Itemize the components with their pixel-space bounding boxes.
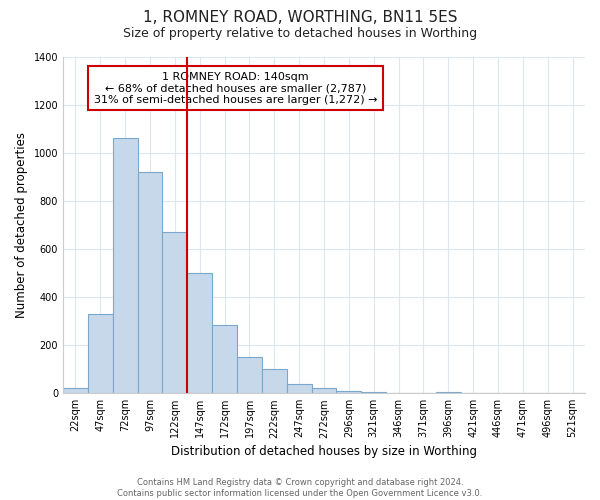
Bar bbox=[262, 369, 287, 393]
Y-axis label: Number of detached properties: Number of detached properties bbox=[15, 132, 28, 318]
Bar bbox=[361, 392, 386, 393]
Bar bbox=[237, 357, 262, 393]
Bar bbox=[212, 324, 237, 393]
Bar bbox=[163, 232, 187, 393]
Text: 1 ROMNEY ROAD: 140sqm
← 68% of detached houses are smaller (2,787)
31% of semi-d: 1 ROMNEY ROAD: 140sqm ← 68% of detached … bbox=[94, 72, 377, 105]
Bar bbox=[113, 138, 137, 393]
Bar bbox=[187, 273, 212, 393]
Text: Size of property relative to detached houses in Worthing: Size of property relative to detached ho… bbox=[123, 28, 477, 40]
X-axis label: Distribution of detached houses by size in Worthing: Distribution of detached houses by size … bbox=[171, 444, 477, 458]
Bar bbox=[287, 384, 311, 393]
Bar bbox=[63, 388, 88, 393]
Bar bbox=[436, 392, 461, 393]
Bar bbox=[88, 314, 113, 393]
Bar bbox=[311, 388, 337, 393]
Text: 1, ROMNEY ROAD, WORTHING, BN11 5ES: 1, ROMNEY ROAD, WORTHING, BN11 5ES bbox=[143, 10, 457, 25]
Bar bbox=[137, 172, 163, 393]
Text: Contains HM Land Registry data © Crown copyright and database right 2024.
Contai: Contains HM Land Registry data © Crown c… bbox=[118, 478, 482, 498]
Bar bbox=[337, 391, 361, 393]
